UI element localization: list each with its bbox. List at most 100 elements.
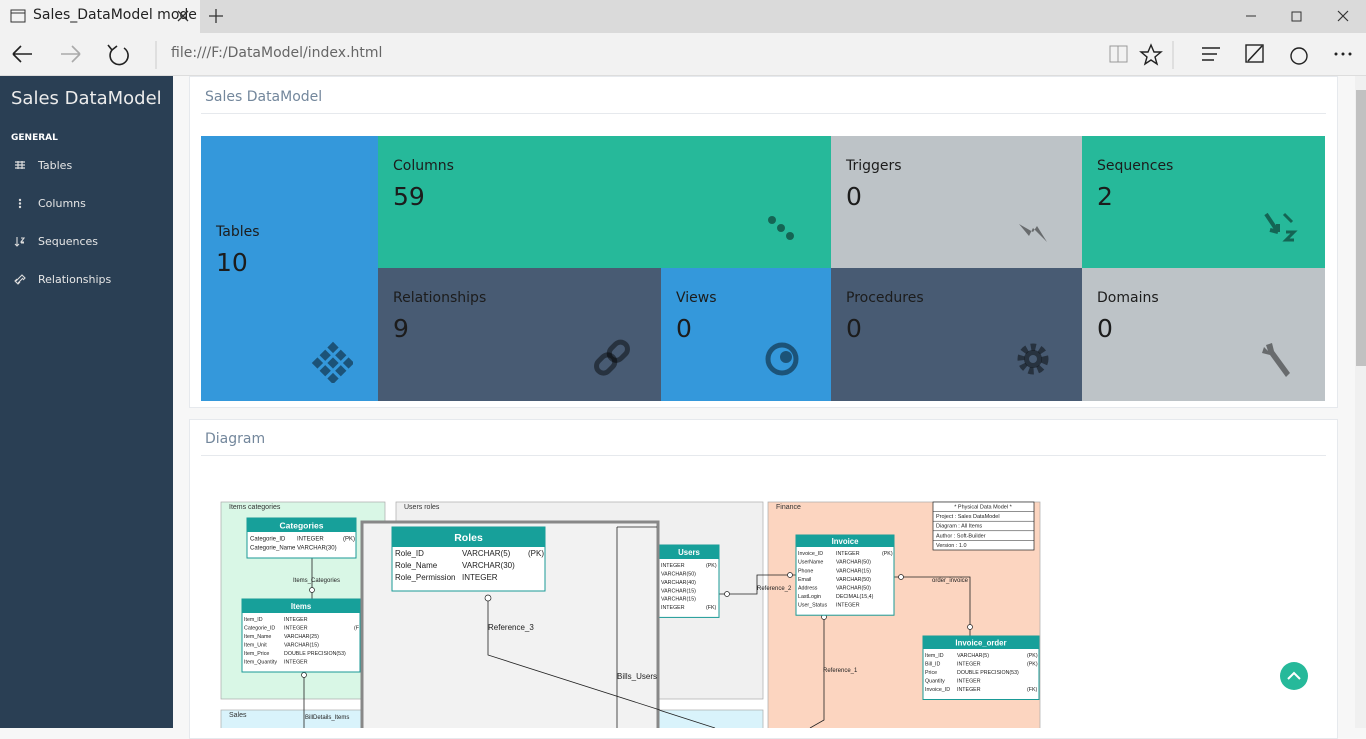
toolbar-icons[interactable] <box>1100 33 1360 76</box>
group-label: Sales <box>229 712 247 719</box>
table-name: Categories <box>280 520 324 530</box>
group-label: Users roles <box>404 504 440 511</box>
sidebar-title[interactable]: Sales DataModel <box>11 88 162 109</box>
table-cell: VARCHAR(40) <box>661 580 696 586</box>
connector <box>301 672 307 678</box>
table-cell: User_Status <box>798 603 827 609</box>
table-cell: VARCHAR(50) <box>836 560 871 566</box>
table-cell: INTEGER <box>297 536 324 542</box>
stat-tile[interactable]: Sequences 2 <box>1082 136 1325 268</box>
table-cell: INTEGER <box>462 573 498 582</box>
stat-tile[interactable]: Triggers 0 <box>831 136 1082 268</box>
table-cell: Item_ID <box>244 617 263 623</box>
table-cell: Quantity <box>925 679 945 685</box>
menu-item[interactable]: Columns <box>38 197 86 210</box>
relationship-label: Reference_1 <box>823 668 858 674</box>
table-cell: VARCHAR(30) <box>297 545 337 551</box>
table-header <box>242 599 360 613</box>
note-text: Project : Sales DataModel <box>936 514 1000 520</box>
tile-value: 9 <box>393 314 409 343</box>
menu-item[interactable]: Sequences <box>38 235 98 248</box>
table-cell: INTEGER <box>836 551 860 557</box>
tab[interactable]: Sales_DataModel mode <box>0 0 200 33</box>
relationship-label: order_invoice <box>932 578 969 584</box>
table-cell: Categorie_ID <box>244 626 275 632</box>
section-title: GENERAL <box>11 133 58 143</box>
menu-item[interactable]: Relationships <box>38 273 112 286</box>
stat-tile[interactable]: Procedures 0 <box>831 268 1082 401</box>
url[interactable]: file:///F:/DataModel/index.html <box>171 45 383 61</box>
table-cell: INTEGER <box>957 687 981 693</box>
connector <box>787 572 793 578</box>
menu-icon <box>15 161 25 169</box>
tile-value: 0 <box>1097 314 1113 343</box>
tile-icon <box>311 341 353 383</box>
tab-icon <box>10 9 26 23</box>
stat-tile[interactable]: Domains 0 <box>1082 268 1325 401</box>
table-cell: Role_Name <box>395 561 438 570</box>
relationship-label: Reference_3 <box>488 623 534 632</box>
menu-icon <box>14 237 26 247</box>
table-cell: VARCHAR(25) <box>284 634 319 640</box>
tile-value: 0 <box>676 314 692 343</box>
tile-value: 59 <box>393 182 425 211</box>
table-cell: VARCHAR(50) <box>836 586 871 592</box>
panel-title: Diagram <box>205 431 266 447</box>
scrollbar[interactable] <box>1355 76 1366 728</box>
tab-close[interactable] <box>177 10 189 22</box>
table-cell: Item_ID <box>925 653 944 659</box>
stat-tile[interactable]: Relationships 9 <box>378 268 661 401</box>
divider <box>201 455 1326 456</box>
table-cell: Categorie_Name <box>250 545 296 551</box>
table-cell: VARCHAR(15) <box>661 588 696 594</box>
tile-label: Columns <box>393 158 454 174</box>
table-cell: INTEGER <box>661 563 685 569</box>
table-cell: VARCHAR(15) <box>661 597 696 603</box>
tile-icon <box>768 216 794 240</box>
table-cell: DECIMAL(15,4) <box>836 594 874 600</box>
stat-tile[interactable]: Tables 10 <box>201 136 378 401</box>
table-cell: INTEGER <box>284 626 308 632</box>
note-text: Author : Soft-Builder <box>936 533 986 539</box>
table-cell: Phone <box>798 568 813 574</box>
connector <box>967 624 973 630</box>
table-cell: (PK) <box>1027 653 1038 659</box>
address-bar: file:///F:/DataModel/index.html <box>0 33 1366 76</box>
table-name: Users <box>678 548 700 557</box>
table-cell: (PK) <box>528 549 544 558</box>
scroll-thumb[interactable] <box>1356 90 1366 366</box>
table-name: Roles <box>454 532 483 544</box>
tile-label: Relationships <box>393 290 487 306</box>
relationship-line <box>894 576 971 636</box>
panel-title: Sales DataModel <box>205 89 323 105</box>
note-text: Diagram : All Items <box>936 524 982 530</box>
table-cell: (FK) <box>706 605 717 611</box>
table-header <box>659 545 719 559</box>
new-tab[interactable] <box>208 8 224 24</box>
table-header <box>247 518 356 532</box>
table-cell: VARCHAR(15) <box>836 568 871 574</box>
window-controls[interactable] <box>1240 5 1360 27</box>
stat-tile[interactable]: Columns 59 <box>378 136 831 268</box>
table-cell: Address <box>798 586 818 592</box>
menu-item[interactable]: Tables <box>38 159 73 172</box>
relationship-label: Items_Categories <box>293 578 340 584</box>
relationship-line <box>719 574 796 595</box>
table-cell: VARCHAR(15) <box>284 643 319 649</box>
group-label: Items categories <box>229 504 281 511</box>
table-body <box>795 534 895 616</box>
table-cell: Price <box>925 670 937 676</box>
table-cell: (F <box>354 626 360 632</box>
note-text: * Physical Data Model * <box>954 505 1012 511</box>
nav-buttons[interactable] <box>0 33 160 76</box>
stat-tile[interactable]: Views 0 <box>661 268 831 401</box>
table-cell: (PK) <box>882 551 893 557</box>
scroll-top-button[interactable] <box>1279 661 1309 691</box>
tile-label: Tables <box>216 224 260 240</box>
table-name: Items <box>291 602 312 611</box>
note-box <box>932 501 1035 551</box>
menu-icon <box>14 274 26 285</box>
table-cell: Item_Name <box>244 634 271 640</box>
er-diagram: Items categories Users roles Finance Sales C… <box>220 501 1041 728</box>
